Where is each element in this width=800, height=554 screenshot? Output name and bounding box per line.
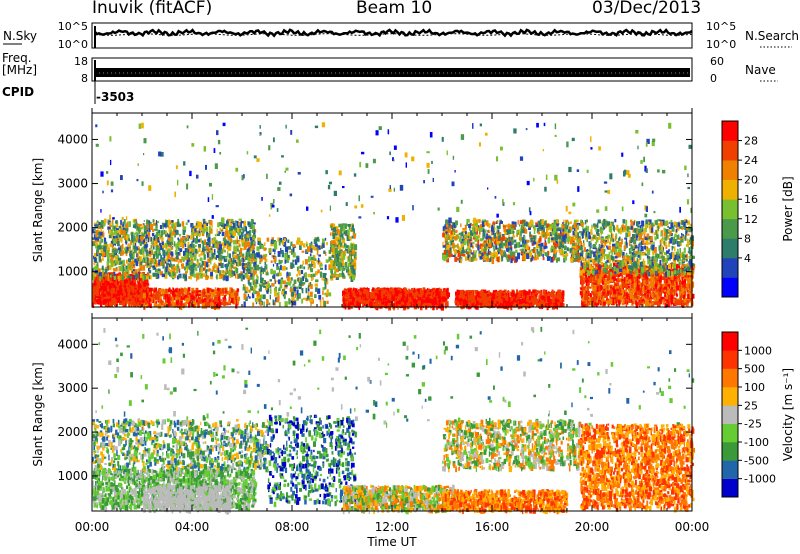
power-cbar-label-4: 12	[744, 213, 758, 226]
power-mid-3	[442, 218, 583, 264]
power-cbar-label-1: 24	[744, 154, 758, 167]
power-ytick-label-1000: 1000	[57, 265, 88, 279]
power-red-1	[142, 287, 240, 311]
velocity-colorbar-seg-7	[722, 350, 738, 369]
power-colorbar-seg-1	[722, 257, 738, 278]
data-layer	[92, 26, 738, 515]
power-colorbar-frame	[721, 120, 739, 298]
velocity-cbar-label-0: 1000	[744, 344, 772, 357]
velocity-colorbar-seg-5	[722, 387, 738, 406]
power-cbar-label-5: 8	[744, 232, 751, 245]
power-sparse	[95, 122, 692, 224]
velocity-ytick-label-1000: 1000	[57, 469, 88, 483]
power-ylabel: Slant Range [km]	[31, 158, 45, 262]
velocity-cbar-label-3: 25	[744, 399, 758, 412]
velocity-colorbar-frame	[721, 331, 739, 498]
vel-mix-3	[442, 418, 583, 473]
time-tick-label-0: 00:00	[75, 520, 110, 534]
nsky-label: N.Sky	[3, 29, 38, 43]
velocity-ytick-label-2000: 2000	[57, 425, 88, 439]
freq-label-2: [MHz]	[2, 63, 38, 77]
velocity-colorbar-seg-8	[722, 332, 738, 351]
power-colorbar-seg-8	[722, 121, 738, 141]
nave-tick-bottom: 0	[710, 72, 717, 85]
vel-sparse	[95, 326, 695, 428]
time-tick-label-5: 20:00	[575, 520, 610, 534]
nsearch-label: N.Search	[745, 29, 800, 43]
vel-grey-0	[142, 484, 232, 515]
freq-tick-top: 18	[74, 55, 88, 68]
power-colorbar-seg-5	[722, 179, 738, 200]
velocity-cbar-label-5: -100	[744, 436, 769, 449]
velocity-cbar-title: Velocity [m s⁻¹]	[781, 368, 795, 461]
cpid-label: CPID	[2, 85, 35, 99]
time-tick-label-1: 04:00	[175, 520, 210, 534]
velocity-cbar-label-2: 100	[744, 381, 765, 394]
power-ytick-label-3000: 3000	[57, 177, 88, 191]
vel-mid-0	[92, 418, 270, 473]
velocity-colorbar-seg-6	[722, 368, 738, 388]
power-cbar-label-0: 28	[744, 135, 758, 148]
power-cbar-label-2: 20	[744, 174, 758, 187]
power-mid-2	[329, 223, 358, 282]
velocity-cbar-label-1: 500	[744, 363, 765, 376]
nsearch-tick-bottom: 10^0	[706, 38, 736, 51]
velocity-ylabel: Slant Range [km]	[31, 362, 45, 466]
power-colorbar-seg-0	[722, 277, 738, 298]
velocity-cbar-label-7: -1000	[744, 473, 776, 486]
velocity-colorbar-seg-1	[722, 460, 738, 479]
velocity-colorbar-seg-4	[722, 405, 738, 424]
station-title: Inuvik (fitACF)	[92, 0, 213, 18]
nsky-strip	[91, 22, 693, 49]
nsky-tick-top: 10^5	[58, 20, 88, 33]
nsky-tick-bottom: 10^0	[58, 38, 88, 51]
nsky-line	[94, 28, 693, 38]
power-colorbar-seg-2	[722, 238, 738, 259]
cpid-value: -3503	[96, 90, 135, 104]
vel-orange-4	[579, 423, 695, 513]
nave-tick-top: 60	[710, 55, 724, 68]
time-tick-label-3: 12:00	[375, 520, 410, 534]
power-cbar-label-6: 4	[744, 252, 751, 265]
freq-tick-bottom: 8	[81, 72, 88, 85]
power-ytick-label-4000: 4000	[57, 132, 88, 146]
date-title: 03/Dec/2013	[592, 0, 702, 18]
freq-label-1: Freq.	[2, 51, 32, 65]
velocity-ytick-label-3000: 3000	[57, 381, 88, 395]
power-ytick-label-2000: 2000	[57, 221, 88, 235]
power-colorbar-seg-7	[722, 140, 738, 161]
nave-label: Nave	[745, 63, 776, 77]
power-mid-1	[242, 236, 332, 308]
time-tick-label-6: 00:00	[675, 520, 710, 534]
velocity-cbar-label-4: -25	[744, 418, 762, 431]
power-cbar-title: Power [dB]	[781, 176, 795, 241]
nsearch-tick-top: 10^5	[706, 20, 736, 33]
freq-band	[95, 68, 690, 77]
velocity-cbar-label-6: -500	[744, 454, 769, 467]
velocity-colorbar-seg-0	[722, 478, 738, 498]
power-mid-4	[579, 218, 695, 278]
time-axis-label: Time UT	[366, 535, 417, 549]
power-mid-0	[92, 218, 258, 282]
power-colorbar-seg-4	[722, 199, 738, 220]
axes-layer: 10^5 10^0 10^5 10^0 18 8 60 0 1000 2000 3000 4000 Sl…	[3, 20, 795, 549]
time-tick-label-4: 16:00	[475, 520, 510, 534]
velocity-ytick-label-4000: 4000	[57, 337, 88, 351]
power-colorbar-seg-6	[722, 160, 738, 180]
power-cbar-label-3: 16	[744, 193, 758, 206]
vel-orange-3	[442, 489, 569, 515]
time-tick-label-2: 08:00	[275, 520, 310, 534]
velocity-colorbar-seg-2	[722, 442, 738, 461]
power-colorbar-seg-3	[722, 218, 738, 239]
velocity-colorbar-seg-3	[722, 423, 738, 443]
beam-title: Beam 10	[356, 0, 433, 18]
